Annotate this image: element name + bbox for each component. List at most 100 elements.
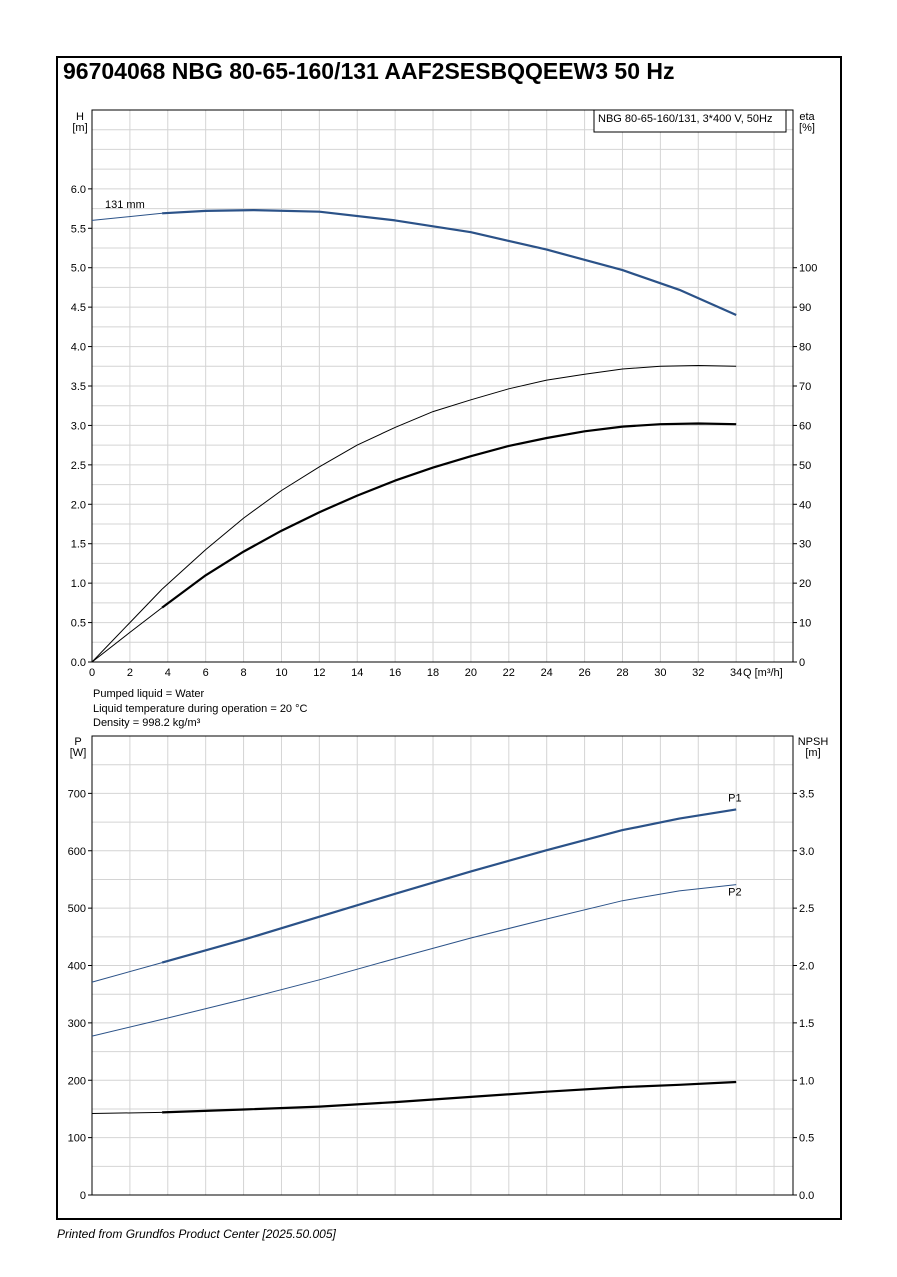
curve-bot-2 [162,1080,737,1114]
right-tick-label: 2.0 [799,961,814,973]
x-tick-label: 4 [165,667,171,679]
x-tick-label: 20 [465,667,477,679]
h-eta-ticks: 0.0 0.5 1.0 1.5 2.0 2.5 3.0 3.5 4.0 4.5 5.0 5.5 6.0 0… [71,184,818,679]
page-title: 96704068 NBG 80-65-160/131 AAF2SESBQQEEW… [63,58,675,84]
left-tick-label: 100 [68,1133,86,1145]
npsh-axis-unit: [m] [805,747,820,759]
power-npsh-curves [91,808,737,1114]
legend-text: NBG 80-65-160/131, 3*400 V, 50Hz [598,113,773,125]
sheet-frame [56,56,842,1220]
right-tick-label: 40 [799,499,811,511]
x-tick-label: 24 [541,667,553,679]
note-liquid-temperature: Liquid temperature during operation = 20… [93,703,308,715]
curve-top-2 [161,422,737,609]
right-tick-label: 1.5 [799,1018,814,1030]
x-tick-label: 14 [351,667,363,679]
right-tick-label: 3.5 [799,788,814,800]
h-eta-curves [91,209,737,663]
right-tick-label: 80 [799,342,811,354]
curve-bot-1 [161,884,737,1020]
left-tick-label: 2.5 [71,460,86,472]
h-eta-chart: 0.0 0.5 1.0 1.5 2.0 2.5 3.0 3.5 4.0 4.5 5.0 5.5 6.0 0… [71,109,818,679]
impeller-diameter-label: 131 mm [105,199,145,211]
x-tick-label: 2 [127,667,133,679]
curve-leadin-top-0 [91,212,163,221]
q-axis-label: Q [m³/h] [743,667,783,679]
curve-leadin-bot-2 [91,1111,163,1114]
left-tick-label: 6.0 [71,184,86,196]
right-tick-label: 0.0 [799,1190,814,1202]
liquid-notes: Pumped liquid = Water Liquid temperature… [93,688,308,729]
curve-leadin-bot-1 [91,1018,163,1037]
left-tick-label: 4.5 [71,302,86,314]
x-tick-label: 30 [654,667,666,679]
h-eta-grid [92,110,793,662]
left-tick-label: 3.0 [71,420,86,432]
right-tick-label: 3.0 [799,846,814,858]
right-tick-label: 70 [799,381,811,393]
curve-top-0 [162,209,737,317]
x-tick-label: 10 [275,667,287,679]
p1-series-label: P1 [728,792,741,804]
left-tick-label: 600 [68,846,86,858]
x-tick-label: 34 [730,667,742,679]
power-npsh-grid [92,736,793,1195]
h-axis-unit: [m] [72,122,87,134]
p2-series-label: P2 [728,887,741,899]
left-tick-label: 2.0 [71,499,86,511]
left-tick-label: 1.5 [71,539,86,551]
left-tick-label: 200 [68,1075,86,1087]
left-tick-label: 0.0 [71,657,86,669]
curve-leadin-top-1 [91,588,163,663]
x-tick-label: 0 [89,667,95,679]
p-axis-name: P [74,736,81,748]
x-tick-label: 26 [578,667,590,679]
eta-axis-name: eta [799,111,815,123]
right-tick-label: 30 [799,539,811,551]
power-npsh-chart: 0 100 200 300 400 500 600 700 0.0 0.5 1.0 1.5 2.0 2.5… [68,735,829,1202]
curve-leadin-bot-0 [91,962,163,983]
x-tick-label: 28 [616,667,628,679]
curve-leadin-top-2 [91,607,163,663]
curve-bot-0 [161,808,737,964]
left-tick-label: 500 [68,903,86,915]
x-tick-label: 12 [313,667,325,679]
x-tick-label: 16 [389,667,401,679]
left-tick-label: 300 [68,1018,86,1030]
p-axis-unit: [W] [70,747,87,759]
left-tick-label: 3.5 [71,381,86,393]
left-tick-label: 0.5 [71,618,86,630]
right-tick-label: 0.5 [799,1133,814,1145]
note-density: Density = 998.2 kg/m³ [93,717,201,729]
x-tick-label: 18 [427,667,439,679]
right-tick-label: 2.5 [799,903,814,915]
note-pumped-liquid: Pumped liquid = Water [93,688,205,700]
right-tick-label: 10 [799,618,811,630]
right-tick-label: 90 [799,302,811,314]
left-tick-label: 0 [80,1190,86,1202]
legend-box [593,109,787,133]
left-tick-label: 5.0 [71,263,86,275]
npsh-axis-name: NPSH [798,736,829,748]
h-axis-name: H [76,111,84,123]
right-tick-label: 50 [799,460,811,472]
left-tick-label: 400 [68,961,86,973]
right-tick-label: 1.0 [799,1075,814,1087]
left-tick-label: 5.5 [71,223,86,235]
x-tick-label: 8 [241,667,247,679]
power-npsh-ticks: 0 100 200 300 400 500 600 700 0.0 0.5 1.0 1.5 2.0 2.5… [68,788,815,1202]
left-tick-label: 1.0 [71,578,86,590]
curve-top-1 [161,365,737,590]
x-tick-label: 22 [503,667,515,679]
x-tick-label: 32 [692,667,704,679]
right-tick-label: 20 [799,578,811,590]
right-tick-label: 0 [799,657,805,669]
right-tick-label: 100 [799,263,817,275]
eta-axis-unit: [%] [799,122,815,134]
left-tick-label: 4.0 [71,342,86,354]
x-tick-label: 6 [203,667,209,679]
right-tick-label: 60 [799,420,811,432]
print-footer: Printed from Grundfos Product Center [20… [57,1227,336,1241]
left-tick-label: 700 [68,788,86,800]
